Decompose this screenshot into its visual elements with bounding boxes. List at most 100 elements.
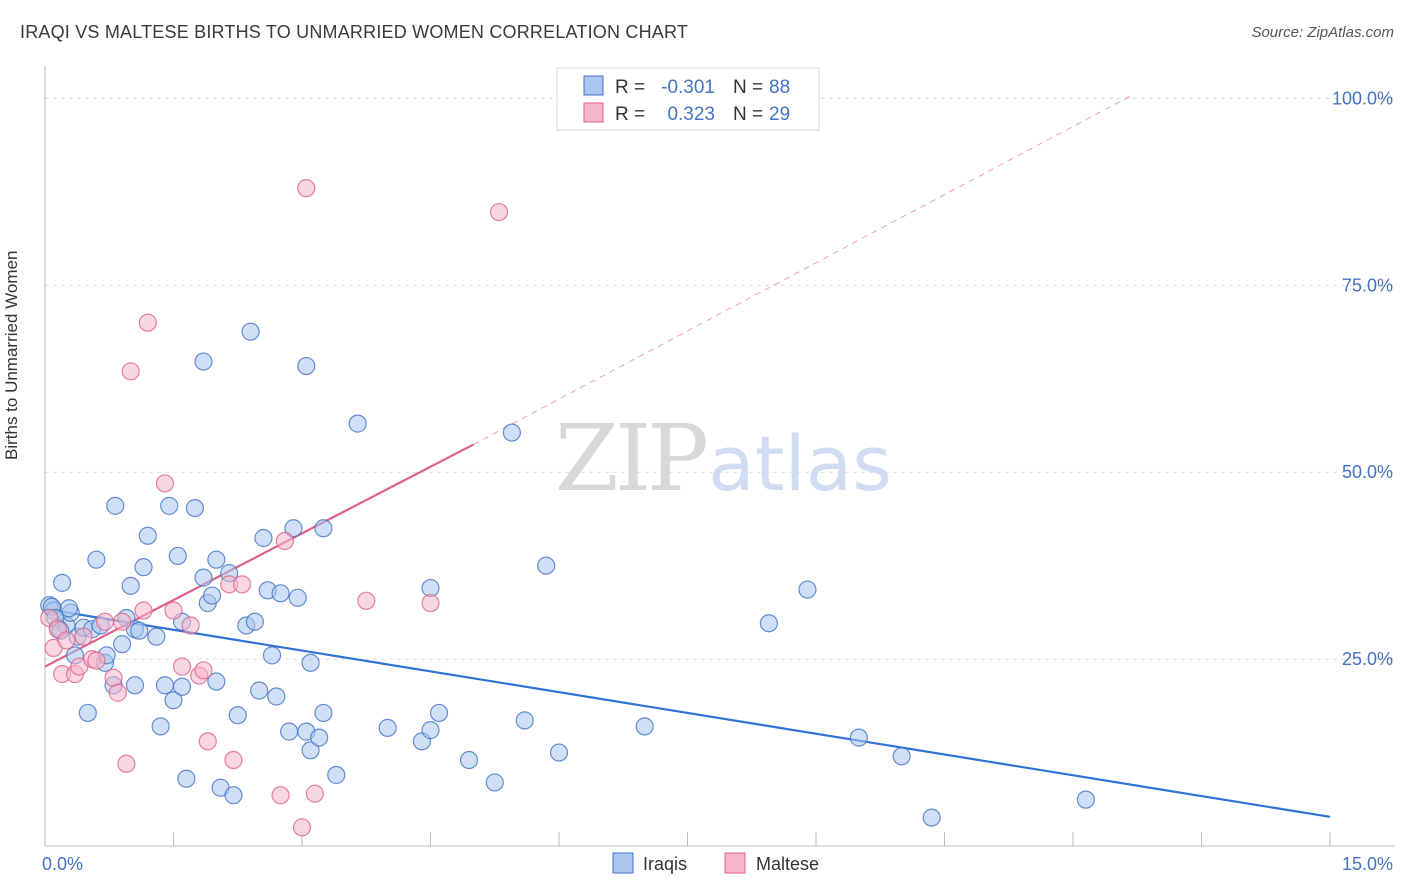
- point-maltese-35: [489, 202, 509, 222]
- point-iraqis-69: [429, 703, 449, 723]
- point-iraqis-62: [327, 765, 346, 785]
- point-iraqis-16: [106, 496, 125, 515]
- point-iraqis-70: [459, 750, 479, 770]
- point-maltese-18: [155, 474, 175, 493]
- point-maltese-12: [108, 683, 127, 702]
- chart-title: IRAQI VS MALTESE BIRTHS TO UNMARRIED WOM…: [20, 22, 689, 42]
- point-maltese-13: [112, 612, 132, 631]
- point-iraqis-39: [207, 550, 226, 569]
- point-iraqis-37: [202, 586, 222, 605]
- source-label: Source: ZipAtlas.com: [1251, 24, 1394, 41]
- bottom-legend-label-iraqis: Iraqis: [643, 854, 687, 874]
- point-maltese-28: [271, 786, 290, 805]
- point-iraqis-3: [53, 573, 72, 592]
- point-iraqis-68: [421, 721, 440, 740]
- point-iraqis-55: [288, 588, 307, 607]
- trend-line-maltese: [44, 443, 474, 668]
- point-iraqis-53: [280, 722, 299, 741]
- point-iraqis-80: [892, 747, 911, 766]
- point-iraqis-20: [125, 676, 145, 695]
- trend-line-iraqis: [44, 607, 1331, 818]
- point-iraqis-57: [301, 741, 320, 760]
- point-maltese-9: [87, 651, 106, 670]
- legend-n-label-maltese: N =: [733, 104, 763, 125]
- point-maltese-20: [172, 657, 192, 676]
- bottom-legend-swatch-iraqis: [612, 852, 634, 874]
- point-iraqis-61: [314, 703, 333, 723]
- point-iraqis-75: [549, 743, 569, 762]
- point-iraqis-33: [185, 498, 205, 518]
- point-iraqis-81: [922, 808, 941, 827]
- point-iraqis-35: [194, 568, 213, 587]
- point-maltese-32: [305, 784, 324, 803]
- point-iraqis-26: [151, 717, 170, 736]
- legend-n-label-iraqis: N =: [733, 77, 763, 98]
- point-iraqis-43: [228, 706, 247, 725]
- legend-n-value-maltese: 29: [769, 104, 790, 125]
- watermark: ZIP atlas: [555, 405, 892, 512]
- point-iraqis-73: [515, 711, 534, 730]
- point-iraqis-65: [378, 718, 397, 737]
- watermark-atlas: atlas: [708, 419, 892, 508]
- point-maltese-31: [297, 179, 316, 198]
- legend-r-value-iraqis: -0.301: [661, 77, 715, 98]
- legend-swatch-iraqis: [583, 75, 604, 96]
- point-iraqis-24: [138, 526, 157, 545]
- point-maltese-33: [357, 591, 376, 610]
- point-iraqis-31: [172, 677, 192, 696]
- point-iraqis-17: [112, 635, 132, 654]
- point-maltese-29: [275, 531, 294, 551]
- gridlines: [45, 97, 1395, 660]
- point-iraqis-54: [284, 519, 303, 538]
- x-tick-label-1: 15.0%: [1342, 854, 1393, 874]
- point-iraqis-25: [147, 627, 166, 646]
- point-maltese-19: [164, 601, 183, 620]
- data-points: [40, 179, 1095, 837]
- point-iraqis-72: [502, 423, 521, 442]
- point-iraqis-78: [798, 580, 817, 599]
- point-maltese-11: [104, 668, 123, 687]
- y-tick-label-3: 100.0%: [1332, 88, 1393, 108]
- point-iraqis-29: [164, 691, 183, 710]
- point-maltese-21: [181, 616, 200, 635]
- point-iraqis-51: [267, 687, 286, 706]
- point-maltese-7: [74, 627, 93, 646]
- point-iraqis-86: [59, 599, 79, 618]
- bottom-legend-swatch-maltese: [724, 852, 746, 874]
- point-iraqis-60: [314, 519, 333, 538]
- watermark-zip: ZIP: [555, 405, 706, 512]
- legend-r-label-iraqis: R =: [615, 77, 645, 98]
- point-maltese-26: [224, 750, 243, 770]
- y-tick-labels: 25.0% 50.0% 75.0% 100.0%: [1332, 88, 1393, 669]
- point-iraqis-9: [78, 703, 97, 723]
- point-maltese-10: [95, 612, 115, 631]
- point-iraqis-22: [130, 621, 149, 640]
- point-iraqis-63: [348, 414, 367, 433]
- point-iraqis-47: [250, 681, 269, 700]
- point-iraqis-46: [245, 612, 264, 631]
- bottom-legend: Iraqis Maltese: [612, 852, 819, 874]
- point-iraqis-82: [1076, 790, 1095, 809]
- point-iraqis-76: [635, 717, 654, 736]
- point-iraqis-77: [759, 614, 778, 633]
- point-iraqis-23: [134, 558, 153, 577]
- legend-r-value-maltese: 0.323: [667, 104, 715, 125]
- y-tick-label-2: 75.0%: [1342, 275, 1393, 295]
- point-maltese-14: [117, 754, 136, 773]
- point-iraqis-48: [254, 528, 273, 548]
- point-iraqis-50: [262, 646, 282, 665]
- point-iraqis-58: [301, 653, 320, 672]
- point-iraqis-30: [168, 546, 187, 566]
- point-maltese-4: [57, 631, 76, 650]
- point-maltese-27: [232, 575, 252, 594]
- point-iraqis-19: [121, 576, 140, 595]
- point-iraqis-64: [297, 356, 316, 376]
- point-iraqis-79: [849, 728, 868, 747]
- trend-line-maltese-extension: [473, 94, 1134, 445]
- point-maltese-15: [121, 362, 140, 381]
- axes: [44, 66, 1395, 847]
- point-iraqis-74: [537, 556, 556, 575]
- x-tick-labels: 0.0% 15.0%: [42, 854, 1393, 874]
- trend-lines: [44, 94, 1331, 818]
